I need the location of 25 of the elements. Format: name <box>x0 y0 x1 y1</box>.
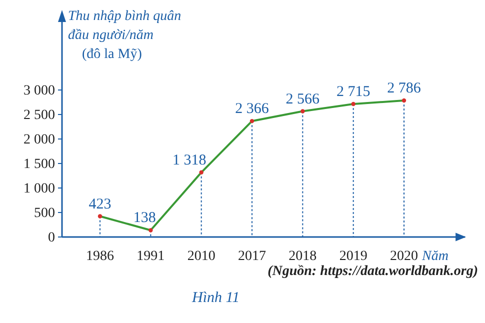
data-label: 138 <box>133 210 156 226</box>
x-tick-label: 1991 <box>136 249 165 264</box>
y-tick-label: 2 500 <box>24 108 55 123</box>
y-tick-label: 1 500 <box>24 156 55 172</box>
x-tick-label: 2020 <box>390 249 418 264</box>
y-tick-label: 0 <box>48 230 55 246</box>
y-tick-label: 3 000 <box>24 83 55 98</box>
x-tick-label: 2010 <box>187 249 216 264</box>
y-tick-label: 2 000 <box>24 132 55 148</box>
text: Hình 11 <box>191 290 240 306</box>
data-label: 2 715 <box>336 84 370 100</box>
data-label: 1 318 <box>172 152 206 168</box>
text: (Nguồn: https://data.worldbank.org) <box>268 264 478 279</box>
x-tick-label: 2018 <box>288 249 317 264</box>
y-axis-title: Thu nhập bình quân đầu người/năm (đô la Mỹ) <box>68 9 182 62</box>
data-label: 423 <box>88 196 112 212</box>
y-tick-label: 1 000 <box>24 181 55 196</box>
x-tick-label: 2017 <box>238 249 266 264</box>
x-tick-label: 1986 <box>86 249 114 264</box>
data-label: 2 566 <box>286 91 320 108</box>
data-label: 2 366 <box>235 101 270 118</box>
x-tick-label: 2019 <box>339 249 368 264</box>
y-tick-label: 500 <box>34 206 55 221</box>
x-axis-title: Năm <box>421 249 448 264</box>
data-label: 2 786 <box>387 80 422 96</box>
